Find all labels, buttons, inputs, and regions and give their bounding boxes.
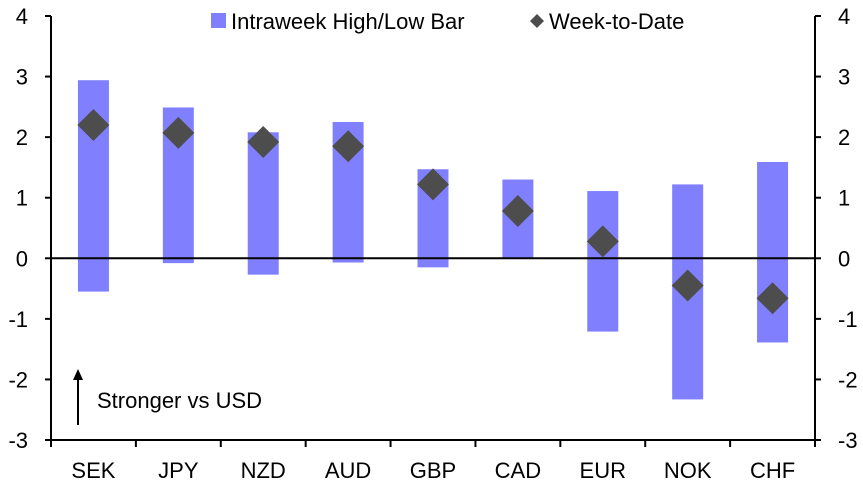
marker-jpy bbox=[162, 116, 195, 149]
week-to-date-markers bbox=[77, 109, 789, 315]
x-tick-label-nok: NOK bbox=[664, 458, 712, 483]
marker-nok bbox=[671, 269, 704, 302]
x-tick-label-cad: CAD bbox=[495, 458, 541, 483]
right-y-tick-label: 3 bbox=[838, 65, 850, 90]
left-y-tick-label: -2 bbox=[8, 367, 28, 392]
arrow-up-icon bbox=[73, 369, 83, 380]
x-tick-label-gbp: GBP bbox=[410, 458, 456, 483]
x-tick-label-aud: AUD bbox=[325, 458, 371, 483]
legend-swatch-range-bar bbox=[211, 13, 226, 28]
range-bar-chf bbox=[757, 161, 789, 343]
left-y-tick-label: 3 bbox=[16, 65, 28, 90]
right-y-tick-label: 1 bbox=[838, 186, 850, 211]
annotation-stronger-vs-usd: Stronger vs USD bbox=[73, 369, 262, 425]
left-y-tick-label: 1 bbox=[16, 186, 28, 211]
x-tick-label-chf: CHF bbox=[750, 458, 795, 483]
legend: Intraweek High/Low Bar Week-to-Date bbox=[211, 9, 684, 34]
left-y-tick-label: 2 bbox=[16, 125, 28, 150]
right-y-tick-label: -1 bbox=[838, 307, 858, 332]
marker-chf bbox=[756, 282, 789, 315]
right-y-tick-label: -3 bbox=[838, 428, 858, 453]
marker-sek bbox=[77, 109, 110, 142]
range-bar-eur bbox=[587, 191, 619, 332]
right-y-tick-label: 4 bbox=[838, 4, 850, 29]
x-tick-label-nzd: NZD bbox=[241, 458, 286, 483]
right-y-tick-label: 2 bbox=[838, 125, 850, 150]
x-tick-label-sek: SEK bbox=[71, 458, 115, 483]
legend-label-range-bar: Intraweek High/Low Bar bbox=[231, 9, 465, 34]
marker-gbp bbox=[417, 168, 449, 201]
marker-nzd bbox=[247, 125, 280, 158]
left-y-tick-label: -3 bbox=[8, 428, 28, 453]
legend-label-week-to-date: Week-to-Date bbox=[549, 9, 684, 34]
legend-swatch-diamond-icon bbox=[530, 14, 544, 28]
left-y-tick-label: 0 bbox=[16, 246, 28, 271]
marker-aud bbox=[332, 130, 365, 163]
x-tick-label-jpy: JPY bbox=[158, 458, 199, 483]
left-y-tick-label: -1 bbox=[8, 307, 28, 332]
left-y-tick-label: 4 bbox=[16, 4, 28, 29]
axes bbox=[50, 16, 816, 441]
right-y-tick-label: 0 bbox=[838, 246, 850, 271]
marker-eur bbox=[586, 225, 619, 258]
annotation-text: Stronger vs USD bbox=[97, 388, 262, 413]
marker-cad bbox=[501, 195, 534, 228]
axis-ticks: 4 4 3 3 2 2 1 1 0 0 -1 -1 -2 -2 -3 -3 SEK JPY NZD AUD GBP CAD… bbox=[8, 4, 857, 483]
right-y-tick-label: -2 bbox=[838, 367, 858, 392]
x-tick-label-eur: EUR bbox=[580, 458, 626, 483]
